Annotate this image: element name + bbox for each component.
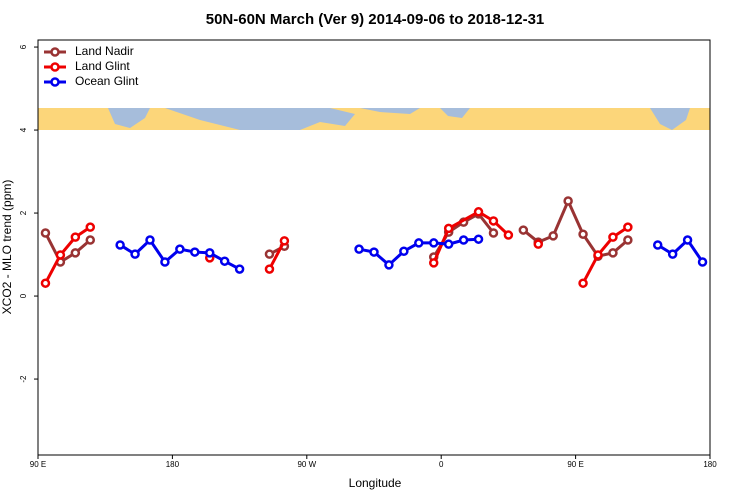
data-point <box>623 235 633 245</box>
data-point <box>443 223 454 234</box>
y-tick-label: -2 <box>19 375 28 383</box>
legend-marker <box>50 77 60 87</box>
data-point <box>533 239 544 249</box>
legend-marker <box>50 62 60 72</box>
chart-title: 50N-60N March (Ver 9) 2014-09-06 to 2018… <box>206 11 545 28</box>
data-point <box>354 244 364 254</box>
data-point <box>369 247 379 257</box>
data-point <box>145 235 155 245</box>
y-tick-label: 0 <box>19 293 28 298</box>
y-tick-label: 2 <box>19 210 28 215</box>
x-tick-label: 90 E <box>30 460 46 469</box>
x-axis-label: Longitude <box>349 476 402 490</box>
y-tick-label: 6 <box>19 44 28 49</box>
data-point <box>279 236 290 246</box>
map-strip <box>38 108 710 130</box>
plot-frame <box>37 39 711 456</box>
data-point <box>399 246 409 256</box>
x-tick-label: 90 E <box>567 460 583 469</box>
x-tick-label: 180 <box>166 460 180 469</box>
data-point <box>428 258 439 268</box>
data-point <box>608 248 618 258</box>
data-point <box>264 249 275 259</box>
data-point <box>488 228 499 238</box>
data-point <box>219 256 230 266</box>
y-tick-label: 4 <box>19 127 28 132</box>
x-tick-label: 90 W <box>297 460 316 469</box>
data-point <box>204 248 215 258</box>
data-point <box>608 232 618 242</box>
data-point <box>518 225 529 235</box>
data-point <box>563 196 573 206</box>
data-point <box>70 232 81 242</box>
data-point <box>488 216 499 226</box>
series-line <box>44 197 629 265</box>
data-point <box>85 235 96 245</box>
data-point <box>234 264 245 274</box>
data-point <box>190 247 200 257</box>
data-point <box>458 235 469 245</box>
data-point <box>264 264 275 274</box>
x-tick-label: 180 <box>703 460 717 469</box>
data-point <box>115 240 125 250</box>
data-point <box>175 244 185 254</box>
data-point <box>682 235 693 245</box>
legend-label: Land Glint <box>75 59 130 73</box>
data-point <box>443 239 454 249</box>
data-point <box>384 260 394 270</box>
data-point <box>414 238 424 248</box>
y-axis-label: XCO2 - MLO trend (ppm) <box>0 180 14 315</box>
data-point <box>473 207 484 217</box>
data-point <box>593 250 603 260</box>
data-point <box>697 257 708 267</box>
series-line <box>44 210 629 284</box>
data-point <box>85 222 96 232</box>
data-point <box>548 231 558 241</box>
legend-label: Land Nadir <box>75 44 134 58</box>
data-point <box>70 248 81 258</box>
data-point <box>578 278 588 288</box>
data-point <box>55 250 66 260</box>
x-tick-label: 0 <box>439 460 444 469</box>
data-point <box>578 229 588 239</box>
data-point <box>40 278 51 288</box>
data-point <box>473 234 484 244</box>
data-point <box>503 230 514 240</box>
data-point <box>623 222 633 232</box>
legend-label: Ocean Glint <box>75 74 139 88</box>
data-point <box>652 240 663 250</box>
data-point <box>40 228 51 238</box>
data-point <box>667 249 678 259</box>
data-point <box>160 257 170 267</box>
data-point <box>130 249 140 259</box>
legend-marker <box>50 47 60 57</box>
data-point <box>428 238 439 248</box>
